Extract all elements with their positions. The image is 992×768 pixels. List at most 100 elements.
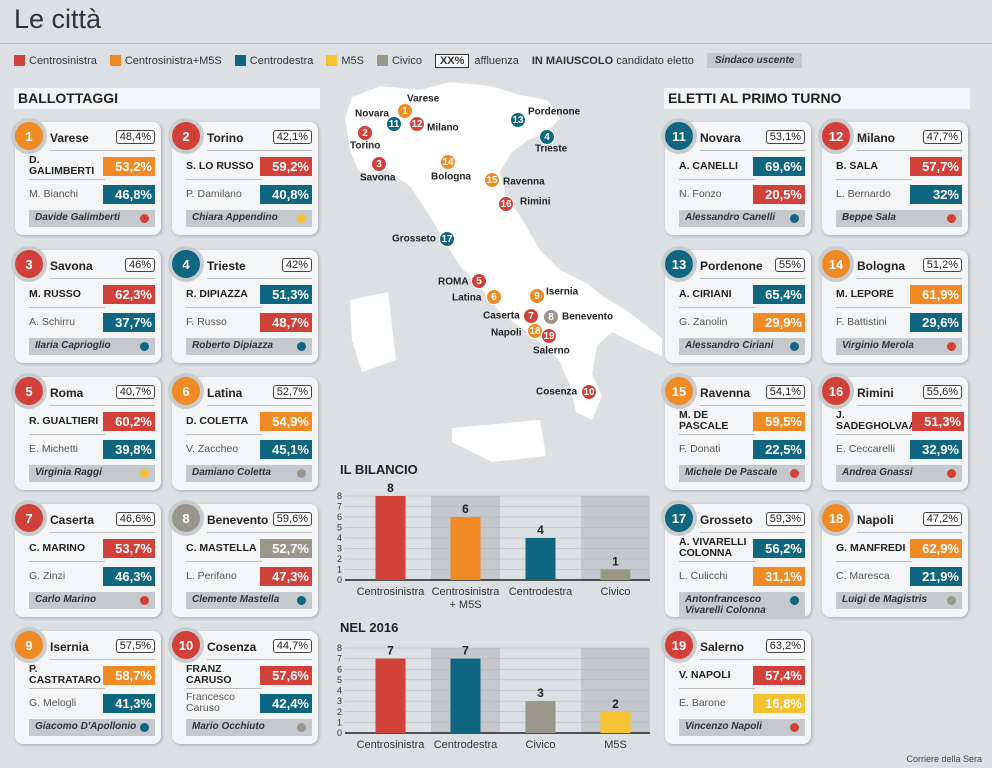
number-badge: 13 bbox=[661, 246, 697, 282]
loser-row: L. Perifano 47,3% bbox=[186, 565, 312, 587]
winner-name: D. COLETTA bbox=[186, 414, 249, 427]
outgoing-mayor: Vincenzo Napoli bbox=[679, 719, 805, 736]
city-name: Trieste bbox=[207, 259, 246, 273]
map-label-benevento: Benevento bbox=[562, 311, 614, 323]
city-name: Napoli bbox=[857, 513, 894, 527]
winner-percent: 53,2% bbox=[103, 156, 155, 176]
divider bbox=[207, 278, 312, 279]
outgoing-mayor-name: Virginio Merola bbox=[842, 340, 914, 351]
map-label-varese: Varese bbox=[407, 93, 440, 105]
outgoing-mayor-name: Michele De Pascale bbox=[685, 467, 778, 478]
divider bbox=[857, 150, 962, 151]
winner-percent: 57,7% bbox=[910, 156, 962, 176]
outgoing-mayor-name: Damiano Coletta bbox=[192, 467, 271, 478]
winner-percent: 62,9% bbox=[910, 538, 962, 558]
winner-row: P. CASTRATARO 58,7% bbox=[29, 664, 155, 686]
city-card-isernia: 9 Isernia 57,5% P. CASTRATARO 58,7% G. Melogl… bbox=[11, 627, 161, 744]
winner-percent: 61,9% bbox=[910, 284, 962, 304]
winner-name: J. SADEGHOLVAAD bbox=[836, 409, 924, 432]
map-label-latina: Latina bbox=[452, 292, 482, 304]
loser-name: A. Schirru bbox=[29, 315, 76, 328]
map-marker-3: 3 bbox=[371, 156, 387, 172]
loser-name: C. Maresca bbox=[836, 569, 890, 582]
number-badge: 15 bbox=[661, 373, 697, 409]
map-label-cosenza: Cosenza bbox=[536, 386, 578, 398]
loser-percent: 48,7% bbox=[260, 312, 312, 332]
turnout-box: 53,1% bbox=[765, 130, 805, 144]
city-card-caserta: 7 Caserta 46,6% C. MARINO 53,7% G. Zinzi 46,3%… bbox=[11, 500, 161, 617]
winner-row: A. CIRIANI 65,4% bbox=[679, 283, 805, 305]
outgoing-legend: Sindaco uscente bbox=[706, 53, 803, 68]
loser-row: E. Michetti 39,8% bbox=[29, 438, 155, 460]
outgoing-mayor-name: Clemente Mastella bbox=[192, 594, 280, 605]
divider bbox=[679, 561, 755, 562]
loser-percent: 16,8% bbox=[753, 693, 805, 713]
legend-swatch bbox=[234, 55, 246, 66]
loser-percent: 29,9% bbox=[753, 312, 805, 332]
outgoing-mayor: Mario Occhiuto bbox=[186, 719, 312, 736]
winner-row: B. SALA 57,7% bbox=[836, 155, 962, 177]
winner-percent: 65,4% bbox=[753, 284, 805, 304]
number-badge: 5 bbox=[11, 373, 47, 409]
loser-name: L. Culicchi bbox=[679, 569, 728, 582]
divider bbox=[836, 307, 912, 308]
divider bbox=[207, 532, 312, 533]
winner-row: G. MANFREDI 62,9% bbox=[836, 537, 962, 559]
winner-name: C. MARINO bbox=[29, 541, 85, 554]
divider bbox=[29, 307, 105, 308]
outgoing-mayor: Alessandro Ciriani bbox=[679, 338, 805, 355]
winner-percent: 57,6% bbox=[260, 665, 312, 685]
winner-name: M. DE PASCALE bbox=[679, 409, 729, 432]
map-marker-4: 4 bbox=[539, 129, 555, 145]
city-name: Torino bbox=[207, 131, 244, 145]
outgoing-mayor: Damiano Coletta bbox=[186, 465, 312, 482]
number-badge: 4 bbox=[168, 246, 204, 282]
city-card-cosenza: 10 Cosenza 44,7% FRANZ CARUSO 57,6% Francesco… bbox=[168, 627, 318, 744]
outgoing-mayor-name: Antonfrancesco Vivarelli Colonna bbox=[685, 594, 766, 616]
divider bbox=[836, 179, 912, 180]
divider bbox=[50, 150, 155, 151]
turnout-box: 63,2% bbox=[765, 639, 805, 653]
divider bbox=[836, 561, 912, 562]
loser-row: E. Barone 16,8% bbox=[679, 692, 805, 714]
loser-name: L. Bernardo bbox=[836, 187, 891, 200]
divider bbox=[29, 688, 105, 689]
loser-percent: 32,9% bbox=[910, 439, 962, 459]
outgoing-mayor-name: Alessandro Canelli bbox=[685, 212, 776, 223]
turnout-sample: XX% bbox=[434, 53, 470, 68]
map-marker-1: 1 bbox=[397, 103, 413, 119]
map-marker-19: 19 bbox=[541, 328, 557, 344]
map-marker-6: 6 bbox=[486, 289, 502, 305]
legend-item-centrosinistra: Centrosinistra bbox=[14, 55, 97, 67]
map-label-bologna: Bologna bbox=[431, 171, 471, 183]
map-marker-8: 8 bbox=[543, 309, 559, 325]
loser-percent: 20,5% bbox=[753, 184, 805, 204]
party-dot bbox=[790, 469, 799, 478]
party-dot bbox=[297, 214, 306, 223]
loser-name: F. Russo bbox=[186, 315, 227, 328]
map-marker-17: 17 bbox=[439, 231, 455, 247]
number-badge: 16 bbox=[818, 373, 854, 409]
outgoing-mayor: Ilaria Caprioglio bbox=[29, 338, 155, 355]
city-name: Varese bbox=[50, 131, 89, 145]
divider bbox=[29, 434, 105, 435]
outgoing-mayor: Virginio Merola bbox=[836, 338, 962, 355]
city-card-benevento: 8 Benevento 59,6% C. MASTELLA 52,7% L. Perifa… bbox=[168, 500, 318, 617]
winner-row: A. CANELLI 69,6% bbox=[679, 155, 805, 177]
city-name: Novara bbox=[700, 131, 741, 145]
map-marker-9: 9 bbox=[529, 288, 545, 304]
map-label-pordenone: Pordenone bbox=[528, 106, 581, 118]
city-name: Savona bbox=[50, 259, 93, 273]
winner-percent: 59,2% bbox=[260, 156, 312, 176]
divider bbox=[0, 43, 992, 44]
loser-name: G. Melogli bbox=[29, 696, 77, 709]
city-name: Bologna bbox=[857, 259, 905, 273]
city-card-milano: 12 Milano 47,7% B. SALA 57,7% L. Bernardo 32% B… bbox=[818, 118, 968, 235]
number-badge: 2 bbox=[168, 118, 204, 154]
loser-name: E. Michetti bbox=[29, 442, 79, 455]
turnout-box: 59,6% bbox=[272, 512, 312, 526]
outgoing-mayor-name: Roberto Dipiazza bbox=[192, 340, 274, 351]
legend-swatch bbox=[326, 55, 338, 66]
winner-name: V. NAPOLI bbox=[679, 668, 731, 681]
